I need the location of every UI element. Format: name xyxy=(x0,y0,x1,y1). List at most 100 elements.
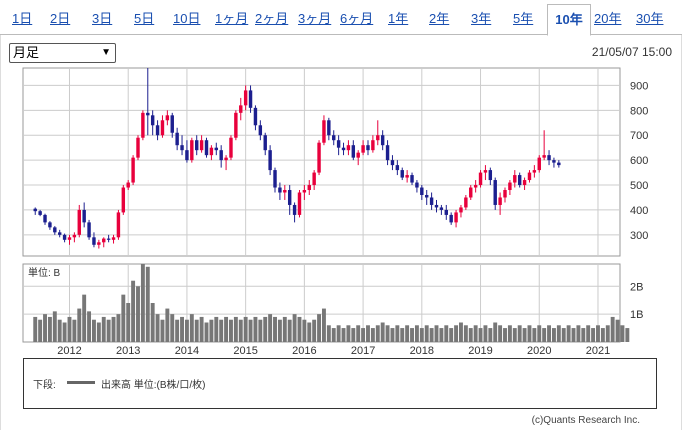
candle-body xyxy=(341,147,346,151)
volume-bar xyxy=(459,322,463,342)
candle-body xyxy=(243,90,248,106)
volume-bar xyxy=(512,328,517,342)
volume-bar xyxy=(366,325,370,342)
tab-1[interactable]: 2日 xyxy=(50,11,71,26)
volume-bar xyxy=(503,328,507,342)
candle-body xyxy=(82,209,86,223)
volume-bar xyxy=(488,328,493,342)
tab-7[interactable]: 3ヶ月 xyxy=(298,11,332,26)
volume-bar xyxy=(180,316,184,342)
candle-body xyxy=(239,105,243,113)
volume-bar xyxy=(214,316,219,342)
candle-body xyxy=(444,209,448,215)
volume-bar xyxy=(321,308,326,342)
period-select[interactable]: 月足 ▼ xyxy=(9,43,116,63)
volume-bar xyxy=(204,322,209,342)
candle-body xyxy=(488,170,493,181)
candle-body xyxy=(175,132,179,146)
volume-bar xyxy=(302,319,307,342)
tab-12[interactable]: 5年 xyxy=(513,11,534,26)
volume-bar xyxy=(556,325,561,342)
candle-body xyxy=(449,214,453,223)
tab-0[interactable]: 1日 xyxy=(12,11,33,26)
tab-8[interactable]: 6ヶ月 xyxy=(340,11,374,26)
volume-bar xyxy=(131,280,136,342)
tab-6[interactable]: 2ヶ月 xyxy=(255,11,289,26)
volume-bar xyxy=(209,319,214,342)
candle-body xyxy=(327,120,331,136)
tab-4[interactable]: 10日 xyxy=(173,11,201,26)
candle-body xyxy=(150,115,155,126)
candle-body xyxy=(527,172,532,181)
candle-body xyxy=(322,120,326,143)
price-y-tick-label: 900 xyxy=(630,80,648,92)
candle-body xyxy=(126,182,130,188)
volume-bar xyxy=(72,319,77,342)
candle-body xyxy=(224,157,228,161)
volume-bar xyxy=(199,316,204,342)
volume-bar xyxy=(483,325,488,342)
tab-9[interactable]: 1年 xyxy=(388,11,409,26)
volume-bar xyxy=(101,316,106,342)
volume-bar xyxy=(33,316,38,342)
volume-bar xyxy=(405,325,410,342)
volume-bar xyxy=(351,328,356,342)
candle-body xyxy=(400,170,404,178)
volume-bar xyxy=(424,325,429,342)
candle-body xyxy=(508,182,512,191)
candle-body xyxy=(180,145,184,151)
tab-14[interactable]: 20年 xyxy=(594,11,622,26)
volume-bar xyxy=(517,325,522,342)
volume-bar xyxy=(463,325,468,342)
tab-11[interactable]: 3年 xyxy=(471,11,492,26)
volume-bar xyxy=(219,319,224,342)
candle-body xyxy=(111,237,116,240)
tab-5[interactable]: 1ヶ月 xyxy=(215,11,249,26)
tab-3[interactable]: 5日 xyxy=(134,11,155,26)
volume-bar xyxy=(67,316,72,342)
volume-bar xyxy=(537,325,542,342)
volume-bar xyxy=(547,325,552,342)
volume-bar xyxy=(566,325,571,342)
volume-bar xyxy=(106,319,111,342)
period-tabs: 1日 2日 3日 5日 10日 1ヶ月 2ヶ月 3ヶ月 6ヶ月 1年 2年 3年 5年 10年 20年 30年 xyxy=(0,0,682,36)
candle-body xyxy=(33,208,37,212)
candle-body xyxy=(106,238,111,240)
tab-2[interactable]: 3日 xyxy=(92,11,113,26)
tab-13[interactable]: 10年 xyxy=(547,4,591,36)
candle-body xyxy=(307,185,311,191)
candle-body xyxy=(503,190,507,198)
volume-bar xyxy=(287,319,292,342)
candle-body xyxy=(312,172,316,186)
volume-bar xyxy=(189,314,194,342)
volume-bar xyxy=(439,328,444,342)
volume-bar xyxy=(233,316,238,342)
candle-body xyxy=(67,237,72,240)
candle-body xyxy=(219,150,223,161)
x-tick-label: 2018 xyxy=(410,345,434,357)
volume-bar xyxy=(47,316,52,342)
volume-bar xyxy=(370,328,375,342)
tab-10[interactable]: 2年 xyxy=(429,11,450,26)
candle-body xyxy=(439,207,444,210)
x-tick-label: 2017 xyxy=(351,345,375,357)
volume-bar xyxy=(341,328,346,342)
credit-text: (c)Quants Research Inc. xyxy=(531,415,640,426)
volume-bar xyxy=(175,319,180,342)
volume-bar xyxy=(165,308,170,342)
candle-body xyxy=(97,242,101,245)
candle-body xyxy=(248,90,253,108)
candle-body xyxy=(53,227,57,233)
volume-bar xyxy=(615,319,620,342)
volume-bar xyxy=(297,316,302,342)
candle-body xyxy=(116,212,121,238)
volume-bar xyxy=(498,325,503,342)
volume-y-tick-label: 2B xyxy=(630,281,643,293)
volume-bar xyxy=(52,311,57,342)
volume-bar xyxy=(410,328,414,342)
candle-body xyxy=(77,209,81,235)
tab-15[interactable]: 30年 xyxy=(636,11,664,26)
volume-bar xyxy=(224,316,229,342)
candle-body xyxy=(199,140,204,151)
